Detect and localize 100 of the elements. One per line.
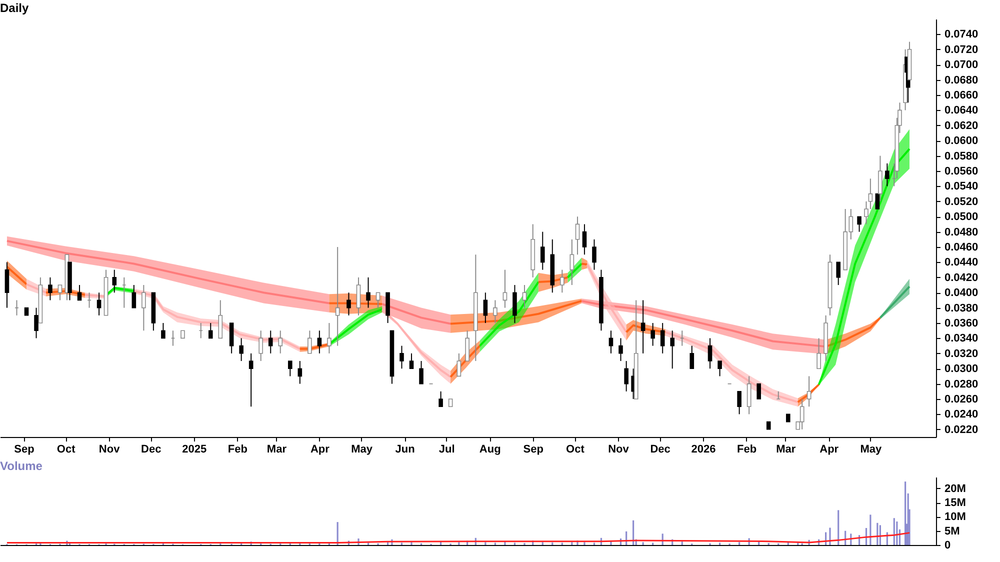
candlestick <box>800 398 804 430</box>
candlestick <box>4 262 10 308</box>
candlestick <box>718 360 722 377</box>
x-tick-label: Mar <box>266 444 288 456</box>
candlestick <box>376 292 380 308</box>
line-series <box>450 300 583 325</box>
candlestick <box>258 330 263 362</box>
candlestick <box>608 330 614 354</box>
x-tick-label: Feb <box>737 444 757 456</box>
x-tick-label: Feb <box>228 444 248 456</box>
x-tick-label: 2025 <box>182 444 207 456</box>
candlestick <box>483 292 488 324</box>
candlestick <box>409 352 414 370</box>
y-tick-label: 15M <box>944 497 966 509</box>
y-tick-label: 0.0400 <box>944 287 978 300</box>
x-tick-label: Mar <box>776 444 796 456</box>
line-series <box>6 532 910 544</box>
x-tick-label: Dec <box>141 444 162 456</box>
candlestick <box>161 322 166 339</box>
candlestick <box>218 300 223 339</box>
candlestick <box>346 292 351 316</box>
y-tick-label: 0.0740 <box>944 28 978 41</box>
y-tick-label: 0 <box>944 540 951 552</box>
x-tick-label: May <box>860 444 883 456</box>
candlestick <box>878 155 882 202</box>
candlestick <box>239 338 244 362</box>
y-tick-label: 0.0280 <box>944 378 978 390</box>
y-tick-label: 20M <box>944 482 966 495</box>
candlestick <box>540 231 545 270</box>
x-tick-label: Oct <box>566 444 585 456</box>
candlestick <box>816 338 821 370</box>
y-tick-label: 0.0360 <box>944 318 978 330</box>
y-tick-label: 0.0660 <box>944 90 978 102</box>
x-tick-label: 2026 <box>691 444 716 456</box>
chart-title: Volume <box>0 459 43 473</box>
y-tick-label: 0.0560 <box>944 166 978 178</box>
y-tick-label: 0.0220 <box>944 424 978 436</box>
candlestick <box>756 383 761 400</box>
candlestick <box>400 345 404 370</box>
y-tick-label: 0.0520 <box>944 196 978 208</box>
candlestick <box>48 276 52 301</box>
candlestick <box>502 269 508 308</box>
y-tick-label: 0.0540 <box>944 180 978 193</box>
candlestick <box>208 322 213 339</box>
candlestick <box>77 284 82 301</box>
candlestick <box>624 360 628 392</box>
x-tick-label: Nov <box>98 444 121 456</box>
x-tick-label: Jun <box>395 444 416 456</box>
candlestick <box>327 322 332 354</box>
candlestick <box>522 284 527 308</box>
candlestick <box>229 322 234 354</box>
candlestick <box>317 330 322 354</box>
y-tick-label: 5M <box>944 525 960 538</box>
candlestick <box>278 330 283 354</box>
x-tick-label: Apr <box>310 444 330 456</box>
y-tick-label: 0.0700 <box>944 59 978 72</box>
candlestick <box>582 224 587 256</box>
y-tick-label: 0.0320 <box>944 348 978 360</box>
y-tick-label: 0.0440 <box>944 256 978 269</box>
candlestick <box>670 330 675 370</box>
x-tick-label: Dec <box>650 444 670 456</box>
candlestick <box>836 262 841 286</box>
candlestick <box>690 345 694 370</box>
candlestick <box>96 292 102 316</box>
candlestick <box>570 238 574 286</box>
candlestick <box>465 330 470 362</box>
y-tick-label: 0.0340 <box>944 332 978 345</box>
candlestick <box>366 276 370 308</box>
candlestick <box>112 269 117 294</box>
y-tick-label: 0.0380 <box>944 302 978 314</box>
x-tick-label: Aug <box>479 444 501 456</box>
y-tick-label: 0.0680 <box>944 74 978 86</box>
y-tick-label: 0.0580 <box>944 150 978 162</box>
candlestick <box>268 330 273 354</box>
y-tick-label: 10M <box>944 511 966 524</box>
y-tick-label: 0.0720 <box>944 44 978 56</box>
candlestick <box>512 284 517 324</box>
x-tick-label: Nov <box>608 444 630 456</box>
candlestick <box>142 284 146 332</box>
y-tick-label: 0.0500 <box>944 211 978 224</box>
y-tick-label: 0.0620 <box>944 120 978 132</box>
candlestick <box>356 276 361 316</box>
candlestick <box>132 284 136 308</box>
candlestick <box>708 338 712 370</box>
candlestick <box>885 162 890 187</box>
y-tick-label: 0.0240 <box>944 408 978 421</box>
y-tick-label: 0.0600 <box>944 135 978 148</box>
x-tick-label: May <box>351 444 374 456</box>
y-tick-label: 0.0460 <box>944 242 978 254</box>
x-tick-label: Oct <box>56 444 76 456</box>
y-tick-label: 0.0640 <box>944 104 978 117</box>
x-tick-label: Jul <box>438 444 455 456</box>
candlestick <box>386 292 390 324</box>
x-tick-label: Sep <box>14 444 35 456</box>
candlestick <box>438 390 443 408</box>
candlestick <box>34 307 38 339</box>
candlestick <box>58 284 62 301</box>
candlestick <box>875 193 880 210</box>
candlestick <box>575 216 580 256</box>
candlestick <box>288 360 292 377</box>
